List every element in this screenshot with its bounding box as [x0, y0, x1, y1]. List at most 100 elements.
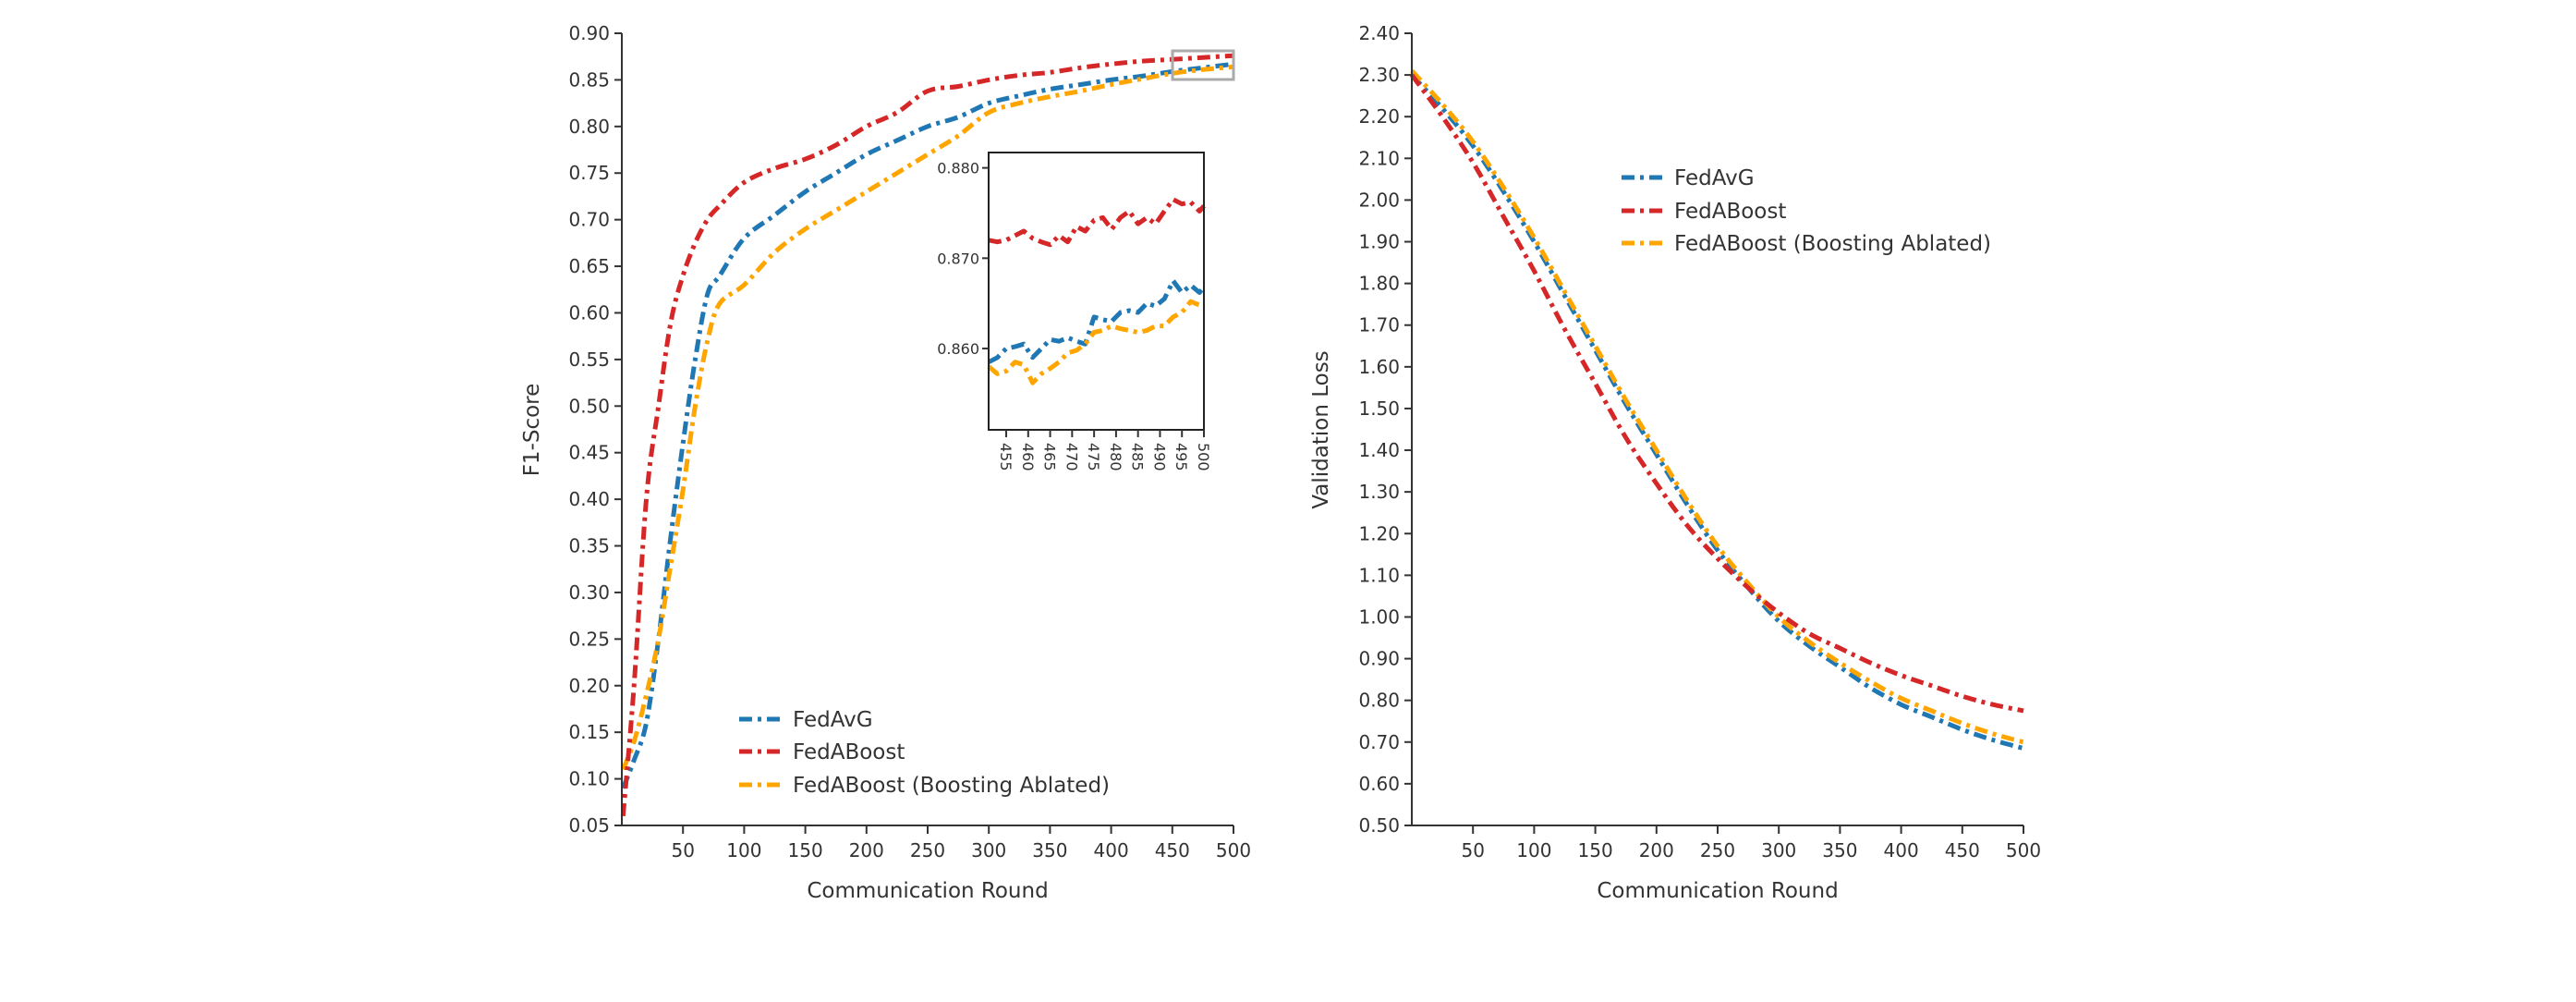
- loss-y-tick-label: 1.80: [1358, 273, 1400, 295]
- inset-y-tick-label: 0.870: [937, 250, 979, 267]
- f1-y-tick-label: 0.75: [568, 162, 610, 184]
- inset-x-tick-label: 475: [1085, 443, 1102, 471]
- loss-y-tick-label: 2.30: [1358, 64, 1400, 86]
- inset-y-ticks: 0.860 0.870 0.880: [937, 160, 989, 358]
- loss-x-tick-label: 500: [2006, 839, 2041, 861]
- loss-y-tick-label: 2.20: [1358, 105, 1400, 128]
- f1-y-tick-label: 0.35: [568, 535, 610, 557]
- f1-x-tick-label: 400: [1094, 839, 1129, 861]
- f1-x-axis-title: Communication Round: [807, 879, 1048, 903]
- loss-x-tick-label: 100: [1516, 839, 1551, 861]
- loss-x-tick-label: 250: [1700, 839, 1735, 861]
- loss-y-tick-label: 0.50: [1358, 814, 1400, 837]
- loss-x-tick-label: 150: [1578, 839, 1613, 861]
- f1-y-tick-label: 0.70: [568, 209, 610, 231]
- validation-loss-chart: 0.50 0.60 0.70 0.80 0.90 1.00 1.10 1.20 1.30 1.40…: [1309, 22, 2041, 903]
- f1-y-tick-label: 0.05: [568, 814, 610, 837]
- loss-x-tick-label: 350: [1822, 839, 1857, 861]
- f1-x-tick-label: 100: [726, 839, 761, 861]
- loss-y-tick-label: 1.60: [1358, 356, 1400, 378]
- f1-x-tick-label: 250: [910, 839, 945, 861]
- loss-x-tick-label: 50: [1461, 839, 1484, 861]
- f1-legend: FedAvG FedABoost FedABoost (Boosting Abl…: [739, 708, 1110, 798]
- f1-y-tick-label: 0.60: [568, 301, 610, 324]
- loss-legend: FedAvG FedABoost FedABoost (Boosting Abl…: [1622, 166, 1991, 256]
- loss-y-axis-title: Validation Loss: [1309, 350, 1333, 508]
- f1-y-tick-label: 0.15: [568, 721, 610, 743]
- f1-y-tick-label: 0.90: [568, 22, 610, 44]
- loss-x-tick-label: 400: [1884, 839, 1919, 861]
- legend-label-fedavg: FedAvG: [1674, 166, 1755, 190]
- inset-x-tick-label: 460: [1019, 443, 1037, 471]
- f1-series-fedaboost: [620, 53, 1234, 817]
- inset-x-tick-label: 490: [1150, 443, 1168, 471]
- f1-x-tick-label: 150: [788, 839, 823, 861]
- loss-y-ticks: 0.50 0.60 0.70 0.80 0.90 1.00 1.10 1.20 1.30 1.40…: [1358, 22, 1412, 837]
- f1-y-tick-label: 0.40: [568, 488, 610, 510]
- f1-x-tick-label: 500: [1216, 839, 1251, 861]
- f1-y-tick-label: 0.50: [568, 395, 610, 417]
- f1-y-ticks: 0.05 0.10 0.15 0.20 0.25 0.30 0.35 0.40 0.45 0.50…: [568, 22, 622, 837]
- f1-x-tick-label: 300: [971, 839, 1006, 861]
- legend-label-fedaboost-ablated: FedABoost (Boosting Ablated): [793, 774, 1110, 798]
- loss-x-tick-label: 450: [1945, 839, 1980, 861]
- inset-series-fedaboost-boosting-ablated: [987, 299, 1205, 385]
- f1-y-tick-label: 0.25: [568, 628, 610, 650]
- inset-series-fedaboost: [988, 197, 1206, 248]
- f1-y-tick-label: 0.85: [568, 68, 610, 91]
- loss-series-fedaboost-boosting-ablated: [1410, 68, 2024, 745]
- loss-y-tick-label: 0.90: [1358, 648, 1400, 670]
- inset-x-ticks: 455 460 465 470 475 480 485 490 495 500: [997, 430, 1212, 471]
- inset-x-tick-label: 500: [1195, 443, 1212, 471]
- f1-x-tick-label: 200: [849, 839, 884, 861]
- loss-y-tick-label: 0.70: [1358, 731, 1400, 753]
- f1-y-tick-label: 0.80: [568, 116, 610, 138]
- inset-x-tick-label: 470: [1063, 443, 1080, 471]
- legend-label-fedaboost: FedABoost: [1674, 200, 1786, 224]
- inset-frame: [988, 152, 1205, 431]
- inset-background: [989, 153, 1204, 430]
- f1-y-axis-title: F1-Score: [520, 384, 544, 477]
- loss-y-tick-label: 1.00: [1358, 605, 1400, 628]
- f1-y-tick-label: 0.55: [568, 348, 610, 371]
- zoom-region-box: [1171, 49, 1235, 81]
- inset-x-tick-label: 485: [1129, 443, 1147, 471]
- f1-inset-zoom: 0.860 0.870 0.880 455 460 465 470 475 480 485 490…: [937, 152, 1212, 471]
- inset-x-tick-label: 495: [1173, 443, 1190, 471]
- legend-label-fedavg: FedAvG: [793, 708, 873, 732]
- loss-y-tick-label: 0.80: [1358, 690, 1400, 712]
- loss-x-tick-label: 200: [1639, 839, 1674, 861]
- inset-series-lines: [987, 197, 1206, 385]
- loss-y-tick-label: 1.20: [1358, 522, 1400, 544]
- f1-x-tick-label: 450: [1155, 839, 1190, 861]
- inset-x-tick-label: 465: [1041, 443, 1059, 471]
- loss-y-tick-label: 1.50: [1358, 397, 1400, 420]
- inset-x-tick-label: 480: [1107, 443, 1124, 471]
- inset-x-tick-label: 455: [997, 443, 1015, 471]
- f1-x-tick-label: 50: [671, 839, 694, 861]
- f1-score-chart: 0.05 0.10 0.15 0.20 0.25 0.30 0.35 0.40 0.45 0.50…: [520, 22, 1251, 903]
- f1-series-lines: [620, 53, 1234, 817]
- loss-x-ticks: 50 100 150 200 250 300 350 400 450 500: [1461, 825, 2041, 861]
- inset-y-tick-label: 0.880: [937, 160, 979, 177]
- loss-series-fedaboost: [1409, 73, 2024, 714]
- loss-y-tick-label: 1.40: [1358, 439, 1400, 461]
- loss-y-tick-label: 1.90: [1358, 231, 1400, 253]
- loss-x-tick-label: 300: [1761, 839, 1796, 861]
- f1-y-tick-label: 0.20: [568, 675, 610, 697]
- legend-label-fedaboost: FedABoost: [793, 740, 905, 764]
- inset-y-tick-label: 0.860: [937, 340, 979, 358]
- loss-y-tick-label: 2.10: [1358, 147, 1400, 169]
- loss-y-tick-label: 2.00: [1358, 189, 1400, 211]
- loss-y-tick-label: 0.60: [1358, 773, 1400, 795]
- loss-y-tick-label: 1.30: [1358, 481, 1400, 503]
- f1-x-tick-label: 350: [1032, 839, 1067, 861]
- loss-x-axis-title: Communication Round: [1597, 879, 1838, 903]
- f1-y-tick-label: 0.65: [568, 255, 610, 277]
- loss-y-tick-label: 1.10: [1358, 564, 1400, 586]
- loss-y-tick-label: 2.40: [1358, 22, 1400, 44]
- f1-series-fedaboost-boosting-ablated: [620, 64, 1234, 771]
- f1-y-tick-label: 0.30: [568, 581, 610, 604]
- legend-label-fedaboost-ablated: FedABoost (Boosting Ablated): [1674, 232, 1991, 256]
